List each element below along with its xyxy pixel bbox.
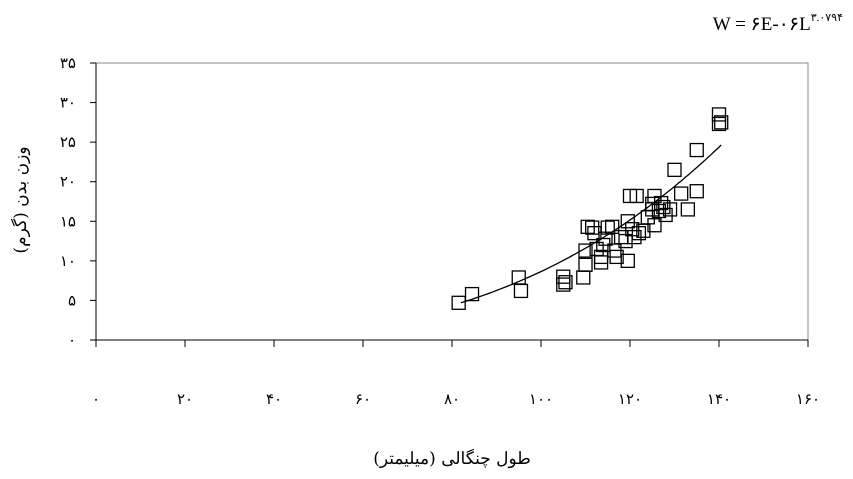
- y-tick-label: ۱۰: [60, 252, 76, 270]
- data-point: [585, 220, 600, 235]
- data-point: [593, 249, 609, 265]
- data-point: [593, 255, 609, 270]
- data-point: [605, 219, 620, 234]
- x-tick-label: ۴۰: [266, 390, 282, 408]
- y-tick-label: ۲۰: [60, 173, 76, 191]
- data-point: [674, 186, 689, 201]
- data-point: [629, 188, 644, 204]
- y-tick-label: ۳۰: [60, 94, 76, 112]
- y-axis-title: وزن بدن (گرم): [10, 146, 31, 253]
- x-tick-label: ۶۰: [355, 390, 371, 408]
- equation-main: W = ۶E-۰۶L: [713, 14, 811, 35]
- y-tick-label: ۲۵: [60, 133, 76, 151]
- y-tick-label: ۱۵: [60, 212, 76, 230]
- data-point: [662, 202, 678, 217]
- data-point: [711, 116, 727, 132]
- data-point: [609, 249, 624, 265]
- x-tick-label: ۱۶۰: [796, 390, 820, 408]
- x-axis: ۰ ۲۰ ۴۰ ۶۰ ۸۰ ۱۰۰ ۱۲۰ ۱۴۰ ۱۶۰: [92, 339, 820, 408]
- x-axis-title: طول چنگالی (میلیمتر): [373, 448, 531, 469]
- equation-label: W = ۶E-۰۶L۳.۰۷۹۴: [713, 12, 843, 35]
- data-point: [667, 162, 682, 177]
- data-point: [556, 277, 571, 292]
- data-point: [576, 270, 591, 285]
- data-point: [600, 220, 615, 235]
- data-point: [558, 275, 573, 290]
- data-point: [714, 115, 729, 130]
- data-point: [464, 286, 480, 302]
- data-point: [556, 269, 571, 284]
- y-axis: ۰ ۵ ۱۰ ۱۵ ۲۰ ۲۵ ۳۰ ۳۵: [60, 54, 97, 349]
- x-tick-label: ۱۲۰: [618, 390, 642, 408]
- trendline-curve: [460, 144, 722, 304]
- data-point: [620, 253, 635, 269]
- data-point: [689, 142, 704, 158]
- y-tick-label: ۳۵: [60, 54, 76, 72]
- y-tick-label: ۰: [68, 331, 76, 349]
- trendline: [460, 144, 722, 304]
- data-point: [711, 107, 727, 122]
- y-tick-label: ۵: [68, 291, 76, 309]
- x-tick-label: ۸۰: [444, 390, 460, 408]
- x-tick-label: ۱۴۰: [707, 390, 731, 408]
- data-point: [658, 207, 673, 223]
- data-point: [620, 214, 635, 229]
- equation-exponent: ۳.۰۷۹۴: [811, 12, 843, 24]
- x-tick-label: ۱۰۰: [529, 390, 553, 408]
- data-point: [631, 226, 647, 241]
- data-point: [513, 283, 529, 299]
- data-point: [578, 243, 593, 258]
- data-point: [647, 218, 662, 233]
- data-point: [689, 184, 704, 199]
- x-tick-label: ۰: [92, 390, 100, 408]
- data-point: [578, 257, 593, 272]
- data-points: [451, 107, 729, 310]
- x-tick-label: ۲۰: [177, 390, 193, 408]
- data-point: [451, 295, 466, 310]
- data-point: [680, 202, 695, 217]
